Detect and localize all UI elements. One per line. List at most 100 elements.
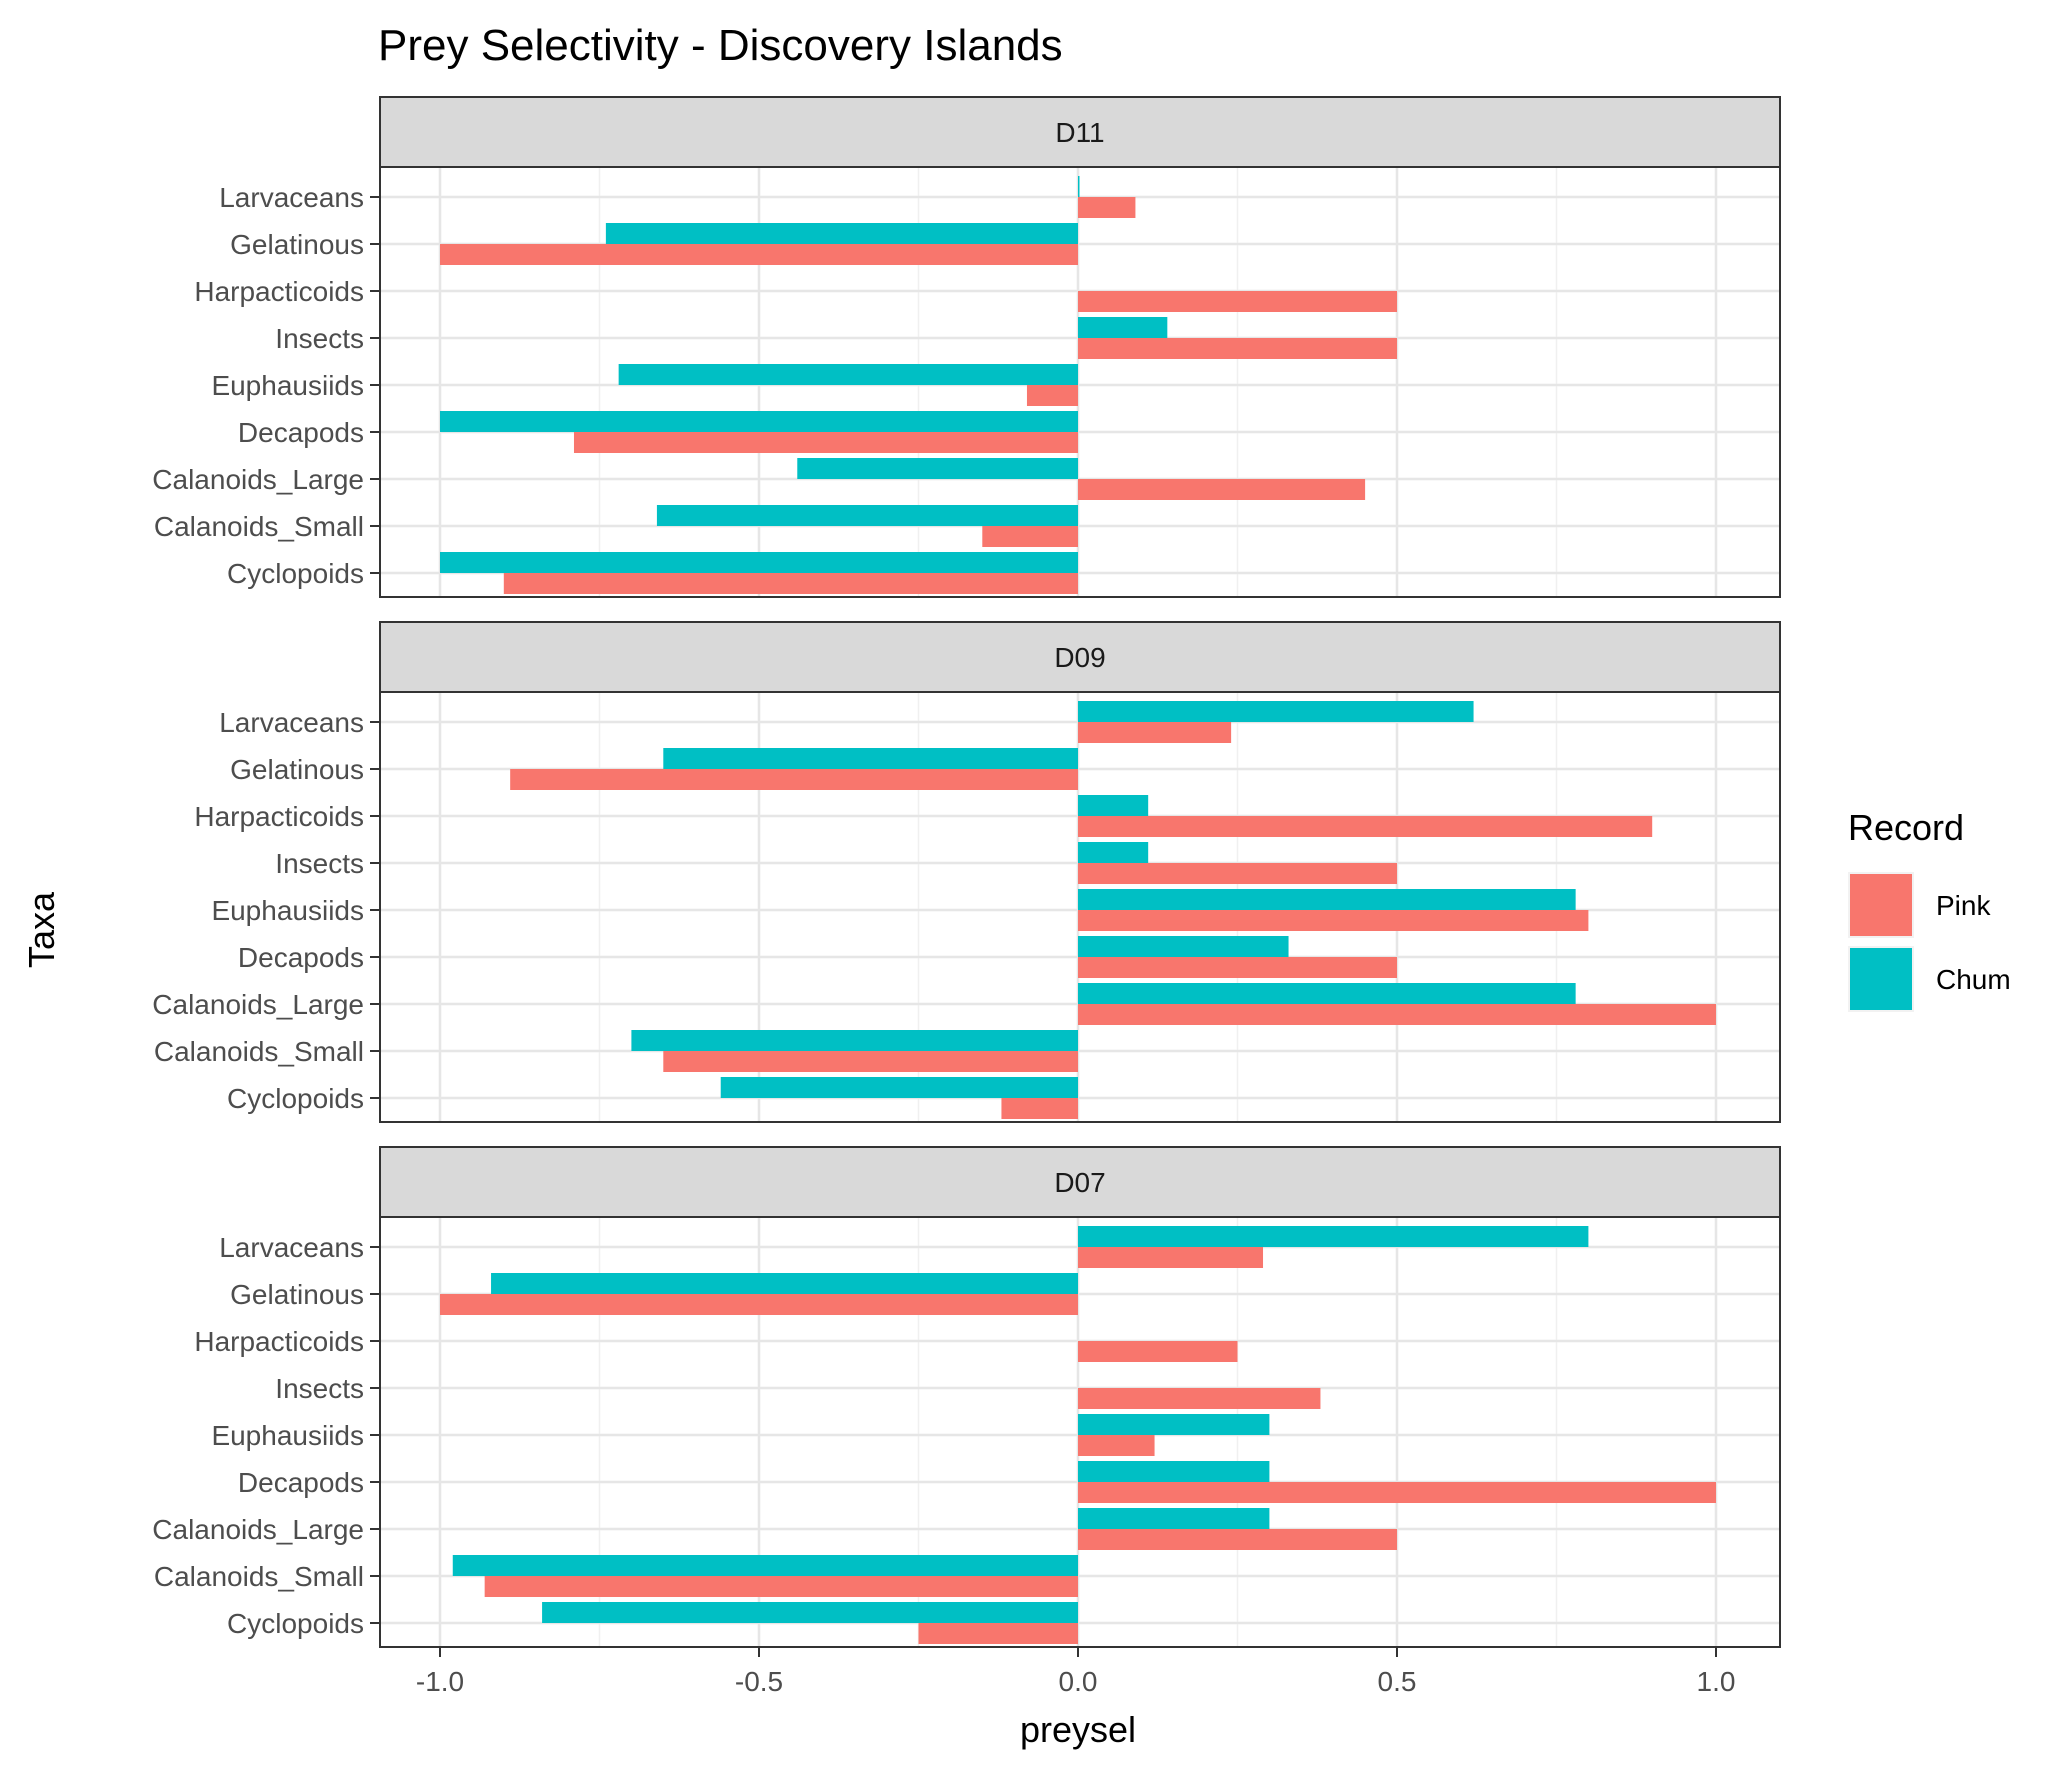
y-tick-label: Insects [275,323,364,354]
bar-chum-D07-larvaceans [1078,1226,1589,1247]
y-tick-label: Decapods [238,417,364,448]
panel-border [379,166,1781,598]
facet-strip [379,96,1781,168]
bar-chum-D09-cyclopoids [720,1077,1078,1098]
y-tick-label: Euphausiids [211,1420,364,1451]
chart-title: Prey Selectivity - Discovery Islands [378,21,1063,70]
bar-pink-D11-calanoids_small [982,526,1078,547]
facet-strip-label: D09 [1054,642,1105,673]
bar-chum-D11-gelatinous [605,223,1078,244]
x-tick-label: -1.0 [416,1666,464,1697]
bar-chum-D07-calanoids_small [452,1555,1078,1576]
y-tick-label: Cyclopoids [227,1083,364,1114]
y-tick-label: Calanoids_Large [152,464,364,495]
y-tick-label: Calanoids_Small [154,511,364,542]
bar-chum-D11-calanoids_large [797,458,1078,479]
legend-title: Record [1848,807,1964,848]
bar-pink-D07-harpacticoids [1078,1341,1238,1362]
bar-pink-D07-insects [1078,1388,1321,1409]
y-tick-label: Calanoids_Small [154,1561,364,1592]
bar-pink-D11-euphausiids [1026,385,1078,406]
bar-chum-D07-decapods [1078,1461,1270,1482]
y-tick-label: Insects [275,848,364,879]
bar-pink-D07-calanoids_large [1078,1529,1397,1550]
bar-chum-D09-insects [1078,842,1149,863]
bar-pink-D07-gelatinous [440,1294,1078,1315]
bar-chum-D11-decapods [440,411,1078,432]
legend-key-chum [1850,948,1912,1010]
bar-chum-D11-larvaceans [1078,176,1080,197]
panel-border [379,1216,1781,1648]
facet-panels: D11 Larvaceans Gelatinous Harpacticoids Inse… [152,96,1781,1648]
y-tick-label: Euphausiids [211,895,364,926]
panel-border [379,691,1781,1123]
legend-label-chum: Chum [1936,964,2011,995]
y-axis-title: Taxa [21,891,62,968]
facet-panel-D09: D09 Larvaceans Gelatinous Harpacticoids Inse… [152,621,1781,1123]
bar-pink-D07-larvaceans [1078,1247,1264,1268]
x-tick-label: 0.5 [1378,1666,1417,1697]
y-tick-label: Larvaceans [219,707,364,738]
y-tick-label: Cyclopoids [227,1608,364,1639]
legend-key-pink [1850,874,1912,936]
bar-pink-D09-euphausiids [1078,910,1589,931]
y-tick-label: Decapods [238,1467,364,1498]
legend-label-pink: Pink [1936,890,1991,921]
bar-pink-D11-cyclopoids [503,573,1078,594]
bar-pink-D07-cyclopoids [918,1623,1078,1644]
y-tick-label: Gelatinous [230,754,364,785]
y-tick-label: Insects [275,1373,364,1404]
bar-pink-D09-decapods [1078,957,1397,978]
x-tick-label: 1.0 [1697,1666,1736,1697]
bar-chum-D07-calanoids_large [1078,1508,1270,1529]
bar-pink-D09-insects [1078,863,1397,884]
y-tick-label: Euphausiids [211,370,364,401]
y-tick-label: Calanoids_Large [152,989,364,1020]
bar-pink-D09-gelatinous [510,769,1078,790]
bar-pink-D09-harpacticoids [1078,816,1653,837]
bar-chum-D11-insects [1078,317,1168,338]
bar-chum-D09-gelatinous [663,748,1078,769]
bar-pink-D11-larvaceans [1078,197,1136,218]
bar-chum-D07-cyclopoids [542,1602,1078,1623]
panel-background [380,167,1780,597]
y-tick-label: Decapods [238,942,364,973]
bar-chum-D09-larvaceans [1078,701,1474,722]
x-tick-label: -0.5 [735,1666,783,1697]
bar-pink-D07-calanoids_small [484,1576,1078,1597]
facet-panel-D07: D07 Larvaceans Gelatinous Harpacticoids Inse… [152,1146,1781,1648]
bar-pink-D09-larvaceans [1078,722,1232,743]
y-tick-label: Calanoids_Small [154,1036,364,1067]
y-tick-label: Harpacticoids [194,276,364,307]
facet-strip [379,621,1781,693]
facet-panel-D11: D11 Larvaceans Gelatinous Harpacticoids Inse… [152,96,1781,598]
bar-pink-D11-harpacticoids [1078,291,1397,312]
bar-pink-D11-decapods [573,432,1078,453]
y-tick-label: Cyclopoids [227,558,364,589]
bar-pink-D07-euphausiids [1078,1435,1155,1456]
bar-chum-D11-calanoids_small [656,505,1078,526]
y-tick-label: Gelatinous [230,1279,364,1310]
bar-pink-D09-calanoids_small [663,1051,1078,1072]
y-tick-label: Harpacticoids [194,1326,364,1357]
bar-chum-D09-harpacticoids [1078,795,1149,816]
facet-strip-label: D11 [1055,117,1104,148]
bar-pink-D07-decapods [1078,1482,1716,1503]
x-tick-label: 0.0 [1059,1666,1098,1697]
legend: Record Pink Chum [1848,807,2011,1012]
y-tick-label: Harpacticoids [194,801,364,832]
x-axis: -1.0 -0.5 0.0 0.5 1.0 [416,1647,1736,1697]
bar-chum-D09-euphausiids [1078,889,1576,910]
x-axis-title: preysel [1020,1709,1136,1750]
bar-pink-D09-cyclopoids [1001,1098,1078,1119]
bar-pink-D09-calanoids_large [1078,1004,1716,1025]
bar-chum-D07-gelatinous [491,1273,1078,1294]
y-tick-label: Calanoids_Large [152,1514,364,1545]
bar-pink-D11-gelatinous [440,244,1078,265]
bar-chum-D07-euphausiids [1078,1414,1270,1435]
bar-chum-D11-euphausiids [618,364,1078,385]
bar-pink-D11-insects [1078,338,1397,359]
bar-chum-D09-calanoids_large [1078,983,1576,1004]
y-tick-label: Larvaceans [219,1232,364,1263]
